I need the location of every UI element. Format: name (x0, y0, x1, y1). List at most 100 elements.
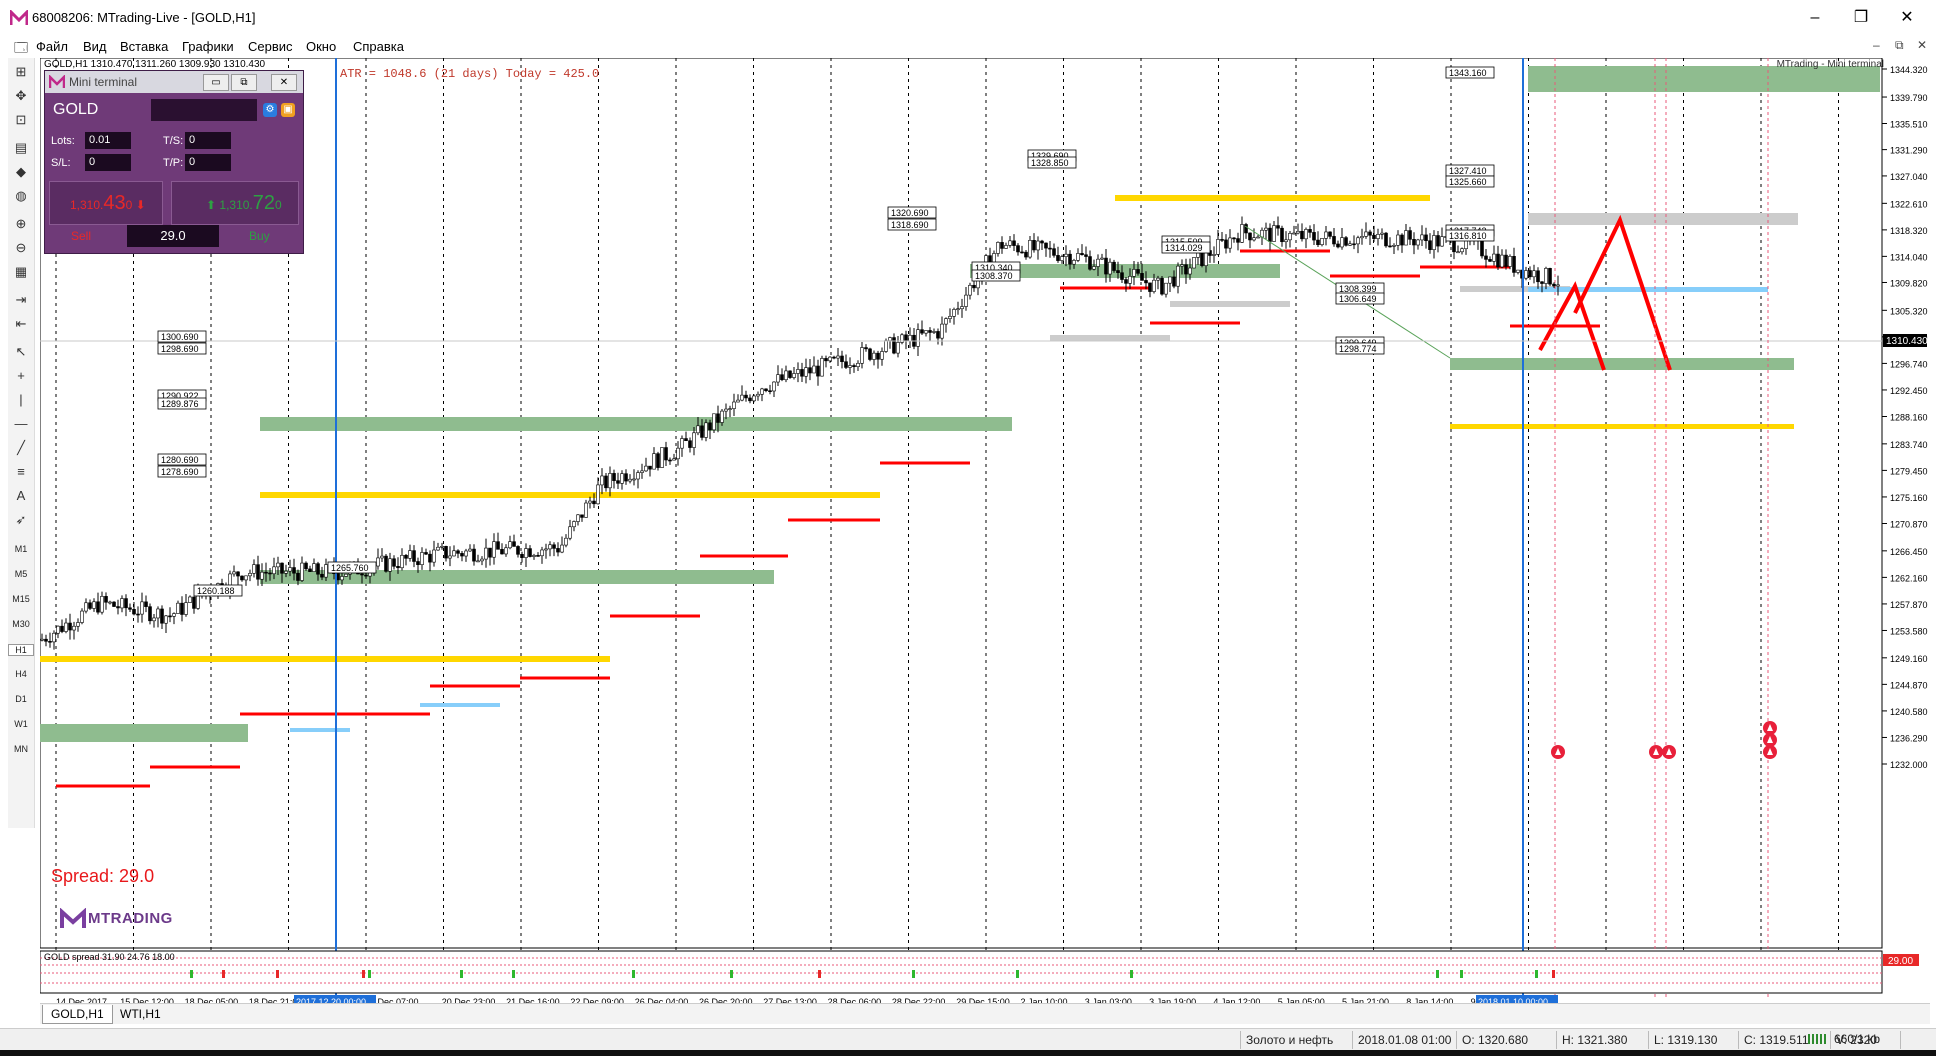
settings-gear-icon[interactable]: ⚙ (263, 103, 277, 117)
spread-value-label: 29.00 (1888, 956, 1913, 967)
spread-bar (362, 970, 365, 978)
time-tick-label: 5 Jan 21:00 (1342, 997, 1389, 1007)
tp-input[interactable]: 0 (185, 154, 231, 171)
maximize-button[interactable]: ❐ (1853, 9, 1869, 26)
candle-body (312, 563, 316, 572)
candle-body (680, 438, 684, 449)
sell-button[interactable]: Sell (71, 229, 92, 243)
vertical-line-icon[interactable]: | (19, 392, 23, 407)
cursor-icon[interactable]: ↖ (15, 344, 27, 359)
crosshair-move-icon[interactable]: ✥ (15, 88, 27, 103)
zoom-out-icon[interactable]: ⊖ (15, 240, 27, 255)
candle-body (828, 356, 832, 362)
calculator-icon[interactable]: ▣ (281, 103, 295, 117)
child-minimize-button[interactable]: – (1873, 38, 1880, 52)
timeframe-m15[interactable]: M15 (12, 594, 30, 604)
menu-window[interactable]: Окно (306, 39, 337, 54)
spread-bar (1535, 970, 1538, 978)
candle-body (1064, 253, 1068, 257)
zoom-in-icon[interactable]: ⊕ (15, 216, 27, 231)
lots-input[interactable]: 0.01 (85, 132, 131, 149)
candle-body (392, 558, 396, 567)
candle-body (632, 478, 636, 481)
level-label: 1289.876 (161, 399, 199, 409)
channel-icon[interactable]: ≡ (17, 464, 25, 479)
autoscroll-icon[interactable]: ⇥ (15, 292, 27, 307)
demand-zone (260, 570, 774, 584)
crosshair-icon[interactable]: + (17, 368, 25, 383)
buy-price-button[interactable]: ⬆ 1,310.720 (171, 181, 299, 225)
candle-body (1388, 245, 1392, 248)
child-close-button[interactable]: ✕ (1917, 38, 1928, 52)
ts-input[interactable]: 0 (185, 132, 231, 149)
timeframe-h1[interactable]: H1 (8, 644, 34, 656)
candle-body (108, 601, 112, 604)
candle-body (624, 473, 628, 482)
menu-tools[interactable]: Сервис (248, 39, 293, 54)
tile-windows-icon[interactable]: ▦ (14, 264, 28, 279)
close-button[interactable]: ✕ (1900, 9, 1914, 26)
text-tool-icon[interactable]: A (16, 488, 26, 503)
candle-body (1140, 273, 1144, 281)
menu-file[interactable]: Файл (36, 39, 68, 54)
candle-body (720, 410, 724, 423)
candle-body (1524, 270, 1528, 279)
timeframe-m1[interactable]: M1 (14, 544, 28, 554)
template-icon[interactable]: ▤ (14, 140, 28, 155)
candle-body (252, 564, 256, 574)
candle-body (1000, 242, 1004, 249)
menu-charts[interactable]: Графики (182, 39, 234, 54)
candle-body (268, 572, 272, 575)
candle-body (1428, 240, 1432, 250)
chart-shift-icon[interactable]: ⇤ (15, 316, 27, 331)
trendline-icon[interactable]: ╱ (17, 440, 25, 455)
menu-icon[interactable]: 🗔 (14, 40, 29, 55)
menu-view[interactable]: Вид (83, 39, 107, 54)
tab-wti-h1[interactable]: WTI,H1 (120, 1007, 161, 1021)
mini-restore-button[interactable]: ⧉ (231, 74, 257, 91)
tab-gold-h1[interactable]: GOLD,H1 (42, 1005, 113, 1024)
menu-insert[interactable]: Вставка (120, 39, 169, 54)
sell-price-button[interactable]: 1,310.430 ⬇ (49, 181, 163, 225)
candle-body (1352, 243, 1356, 246)
horizontal-line-icon[interactable]: — (14, 416, 28, 431)
timeframe-m5[interactable]: M5 (14, 569, 28, 579)
new-chart-icon[interactable]: ⊞ (15, 64, 27, 79)
candle-body (376, 557, 380, 567)
timeframe-d1[interactable]: D1 (15, 694, 27, 704)
mini-symbol: GOLD (53, 101, 99, 118)
child-restore-button[interactable]: ⧉ (1895, 38, 1904, 52)
mini-close-button[interactable]: ✕ (271, 74, 297, 91)
timeframe-mn[interactable]: MN (14, 744, 28, 754)
minimize-button[interactable]: – (1810, 9, 1820, 26)
mini-minimize-button[interactable]: ▭ (203, 74, 229, 91)
timeframe-m30[interactable]: M30 (12, 619, 30, 629)
timeframe-w1[interactable]: W1 (14, 719, 28, 729)
globe-icon[interactable]: ◍ (15, 188, 27, 203)
price-tick-label: 1249.160 (1890, 654, 1928, 664)
candle-body (1112, 261, 1116, 271)
buy-button[interactable]: Buy (249, 229, 270, 243)
timeframe-h4[interactable]: H4 (15, 669, 27, 679)
candle-body (1480, 239, 1484, 257)
candle-body (232, 571, 236, 575)
zoom-chart-icon[interactable]: ⊡ (15, 112, 27, 127)
arrow-tool-icon[interactable]: ➶ (15, 512, 27, 527)
candle-body (584, 502, 588, 518)
spread-bar (632, 970, 635, 978)
menu-help[interactable]: Справка (353, 39, 404, 54)
symbol-box[interactable] (151, 99, 257, 121)
candle-body (728, 408, 732, 410)
candle-body (1236, 238, 1240, 243)
chart-tabs: GOLD,H1 WTI,H1 (40, 1003, 1930, 1024)
left-toolbar: ⊞ ✥ ⊡ ▤ ◆ ◍ ⊕ ⊖ ▦ ⇥ ⇤ ↖ + | — ╱ ≡ A ➶ M1… (8, 58, 35, 828)
price-chart[interactable]: 1344.320 1339.790 1335.510 1331.290 1327.040… (40, 58, 1930, 1028)
candle-body (1244, 224, 1248, 234)
candle-body (436, 546, 440, 551)
price-tick-label: 1314.040 (1890, 252, 1928, 262)
time-tick-label: 26 Dec 20:00 (699, 997, 753, 1007)
sl-input[interactable]: 0 (85, 154, 131, 171)
eraser-icon[interactable]: ◆ (16, 164, 26, 179)
candle-body (1160, 277, 1164, 295)
candle-body (964, 294, 968, 307)
